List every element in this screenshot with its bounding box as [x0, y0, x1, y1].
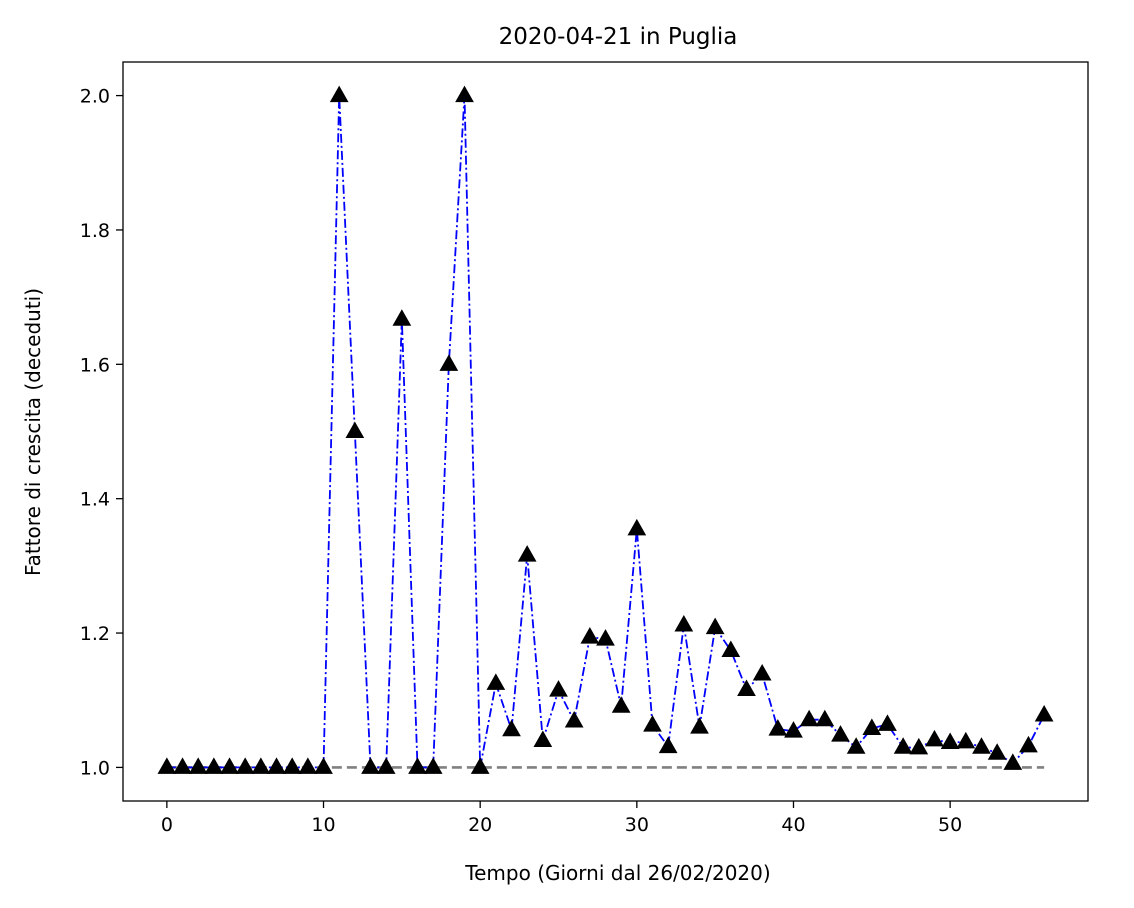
- data-point: [909, 737, 929, 755]
- data-point: [188, 757, 208, 774]
- data-point: [643, 715, 662, 732]
- chart-title: 2020-04-21 in Puglia: [499, 24, 738, 50]
- y-tick-label: 1.0: [80, 757, 110, 779]
- data-point: [846, 737, 866, 754]
- data-point: [564, 711, 584, 728]
- data-point: [173, 757, 192, 774]
- x-axis: 0 10 20 30 40 50: [161, 801, 962, 836]
- data-point: [470, 757, 490, 774]
- data-point: [314, 757, 333, 774]
- data-point: [878, 714, 897, 731]
- data-point: [940, 732, 960, 750]
- y-tick-label: 1.8: [80, 220, 110, 242]
- data-point: [596, 629, 615, 646]
- x-tick-label: 20: [468, 814, 492, 836]
- data-point: [987, 743, 1007, 760]
- data-point: [533, 730, 553, 748]
- data-point: [220, 757, 239, 774]
- data-point: [925, 729, 944, 747]
- plot-area: [122, 61, 1089, 802]
- y-tick-label: 2.0: [80, 86, 110, 108]
- data-point: [282, 757, 302, 774]
- data-point: [329, 85, 349, 103]
- data-point: [799, 709, 819, 727]
- data-point: [486, 673, 506, 690]
- data-point: [831, 725, 850, 742]
- data-point: [784, 721, 803, 738]
- y-axis-title: Fattore di crescita (deceduti): [21, 288, 45, 576]
- data-point: [956, 731, 976, 749]
- data-point: [862, 718, 882, 735]
- y-tick-label: 1.2: [80, 623, 110, 645]
- data-point: [752, 664, 772, 681]
- series-line: [166, 95, 1045, 769]
- y-tick-label: 1.4: [80, 489, 110, 511]
- y-tick-label: 1.6: [80, 354, 110, 376]
- data-point: [267, 757, 286, 774]
- data-point: [815, 709, 835, 727]
- series-layer: [166, 95, 1045, 769]
- data-point: [204, 757, 224, 774]
- y-axis: 1.0 1.2 1.4 1.6 1.8 2.0: [80, 86, 123, 779]
- marker-layer: [157, 85, 1054, 774]
- data-point: [721, 640, 741, 658]
- data-point: [392, 309, 412, 326]
- data-point: [705, 617, 725, 635]
- data-point: [439, 354, 459, 371]
- x-tick-label: 0: [161, 814, 173, 836]
- data-point: [1034, 704, 1054, 722]
- data-point: [1003, 753, 1023, 770]
- data-point: [972, 737, 991, 754]
- x-tick-label: 10: [311, 814, 335, 836]
- data-point: [345, 421, 365, 438]
- data-point: [408, 757, 427, 774]
- x-axis-title: Tempo (Giorni dal 26/02/2020): [464, 861, 770, 885]
- data-point: [893, 737, 913, 754]
- data-point: [1019, 735, 1038, 753]
- data-point: [611, 696, 631, 713]
- data-point: [580, 627, 600, 644]
- data-point: [549, 680, 568, 697]
- data-point: [737, 679, 756, 696]
- data-point: [235, 757, 255, 774]
- x-tick-label: 30: [625, 814, 649, 836]
- data-point: [517, 545, 537, 562]
- data-point: [502, 719, 521, 737]
- x-tick-label: 50: [938, 814, 962, 836]
- data-point: [768, 719, 788, 736]
- data-point: [627, 518, 647, 536]
- data-point: [376, 757, 396, 774]
- data-point: [658, 736, 678, 754]
- data-point: [251, 757, 271, 774]
- data-point: [298, 757, 318, 774]
- data-point: [690, 717, 709, 734]
- data-point: [361, 757, 380, 774]
- data-point: [455, 85, 474, 103]
- data-point: [674, 614, 694, 632]
- data-point: [423, 757, 443, 774]
- data-point: [157, 757, 177, 774]
- x-tick-label: 40: [781, 814, 805, 836]
